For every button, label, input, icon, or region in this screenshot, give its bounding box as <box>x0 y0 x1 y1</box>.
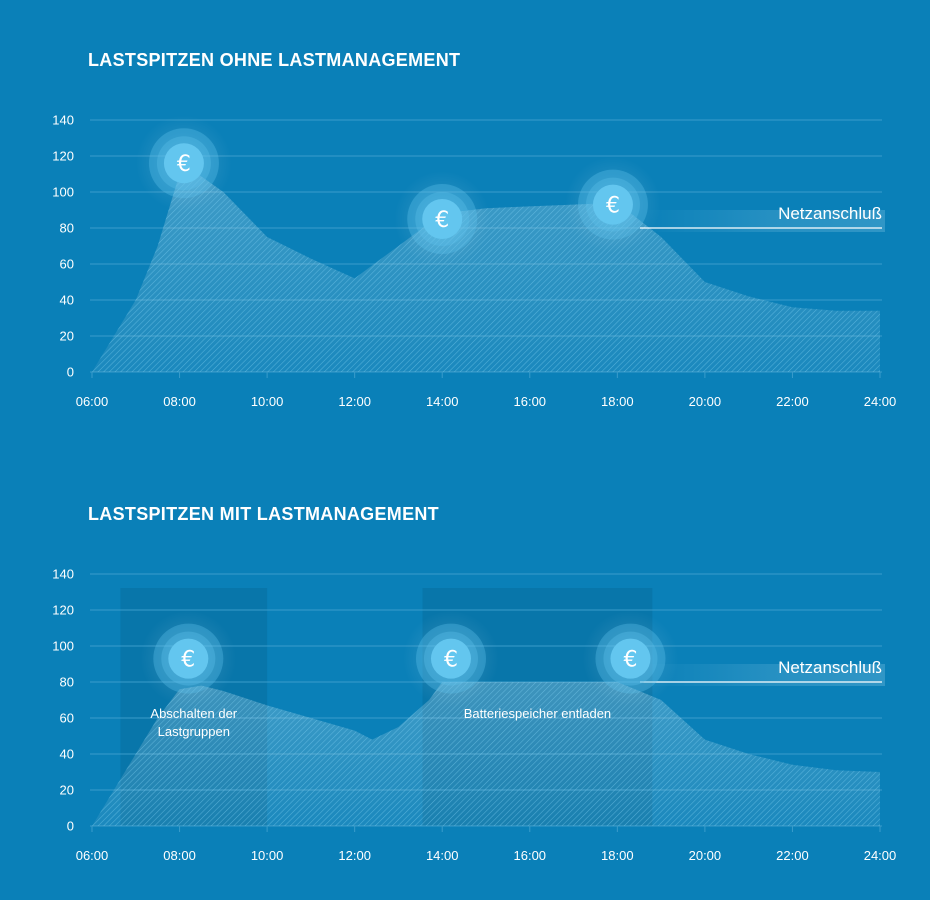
reference-line-glow <box>640 664 885 686</box>
euro-marker-1: € <box>402 610 499 707</box>
x-tick-label-1600: 16:00 <box>514 848 547 863</box>
reference-line-label: Netzanschluß <box>778 658 882 677</box>
y-tick-label-20: 20 <box>60 329 74 344</box>
x-tick-label-1600: 16:00 <box>514 394 547 409</box>
euro-icon: € <box>181 648 195 673</box>
x-tick-label-1400: 14:00 <box>426 394 459 409</box>
y-tick-label-100: 100 <box>52 185 74 200</box>
x-tick-label-1000: 10:00 <box>251 848 284 863</box>
y-tick-label-80: 80 <box>60 221 74 236</box>
annotation-text-0-1: Lastgruppen <box>158 724 230 739</box>
y-tick-label-140: 140 <box>52 113 74 128</box>
euro-marker-2: € <box>564 156 661 253</box>
y-tick-label-100: 100 <box>52 639 74 654</box>
y-tick-label-40: 40 <box>60 747 74 762</box>
y-tick-label-140: 140 <box>52 567 74 582</box>
x-tick-label-0600: 06:00 <box>76 848 109 863</box>
x-tick-label-2200: 22:00 <box>776 848 809 863</box>
x-tick-label-2400: 24:00 <box>864 394 897 409</box>
euro-marker-2: € <box>582 610 679 707</box>
x-tick-label-1800: 18:00 <box>601 394 634 409</box>
y-tick-label-0: 0 <box>67 819 74 834</box>
euro-marker-core <box>592 184 633 225</box>
y-tick-label-20: 20 <box>60 783 74 798</box>
chart-title-ohne: LASTSPITZEN OHNE LASTMANAGEMENT <box>88 50 461 70</box>
euro-marker-core <box>430 638 471 679</box>
x-tick-label-0800: 08:00 <box>163 848 196 863</box>
euro-marker-core <box>610 638 651 679</box>
y-tick-label-120: 120 <box>52 149 74 164</box>
chart-ohne-lastmanagement: 0 20 40 60 80 100 120 140 06:00 08:00 10:00 12:00 14… <box>52 113 897 410</box>
euro-icon: € <box>623 648 637 673</box>
x-tick-label-2000: 20:00 <box>689 848 722 863</box>
annotation-text-0-0: Abschalten der <box>150 706 237 721</box>
x-tick-label-1400: 14:00 <box>426 848 459 863</box>
chart-title-mit: LASTSPITZEN MIT LASTMANAGEMENT <box>88 504 439 524</box>
euro-marker-0: € <box>140 610 237 707</box>
chart-mit-lastmanagement: 0 20 40 60 80 100 120 140 06:00 08:00 10:00 12:00 14… <box>52 567 897 864</box>
x-tick-label-1200: 12:00 <box>338 394 371 409</box>
euro-icon: € <box>444 648 458 673</box>
area-series-0 <box>92 682 880 826</box>
x-tick-label-1200: 12:00 <box>338 848 371 863</box>
y-tick-label-120: 120 <box>52 603 74 618</box>
euro-icon: € <box>435 208 449 233</box>
x-tick-label-2000: 20:00 <box>689 394 722 409</box>
euro-marker-1: € <box>394 171 491 267</box>
x-tick-label-0600: 06:00 <box>76 394 109 409</box>
euro-marker-core <box>422 199 463 239</box>
area-series-0 <box>92 170 880 372</box>
y-tick-label-40: 40 <box>60 293 74 308</box>
x-tick-label-2200: 22:00 <box>776 394 809 409</box>
annotation-text-1-0: Batteriespeicher entladen <box>464 706 611 721</box>
y-tick-label-60: 60 <box>60 711 74 726</box>
euro-icon: € <box>606 194 620 219</box>
euro-marker-core <box>168 638 209 679</box>
y-tick-label-0: 0 <box>67 365 74 380</box>
x-tick-label-1000: 10:00 <box>251 394 284 409</box>
y-tick-label-60: 60 <box>60 257 74 272</box>
y-tick-label-80: 80 <box>60 675 74 690</box>
x-tick-label-0800: 08:00 <box>163 394 196 409</box>
euro-marker-0: € <box>135 115 232 212</box>
x-tick-label-2400: 24:00 <box>864 848 897 863</box>
euro-icon: € <box>177 152 191 177</box>
reference-line-glow <box>640 210 885 232</box>
euro-marker-core <box>163 143 204 184</box>
reference-line-label: Netzanschluß <box>778 204 882 223</box>
x-tick-label-1800: 18:00 <box>601 848 634 863</box>
